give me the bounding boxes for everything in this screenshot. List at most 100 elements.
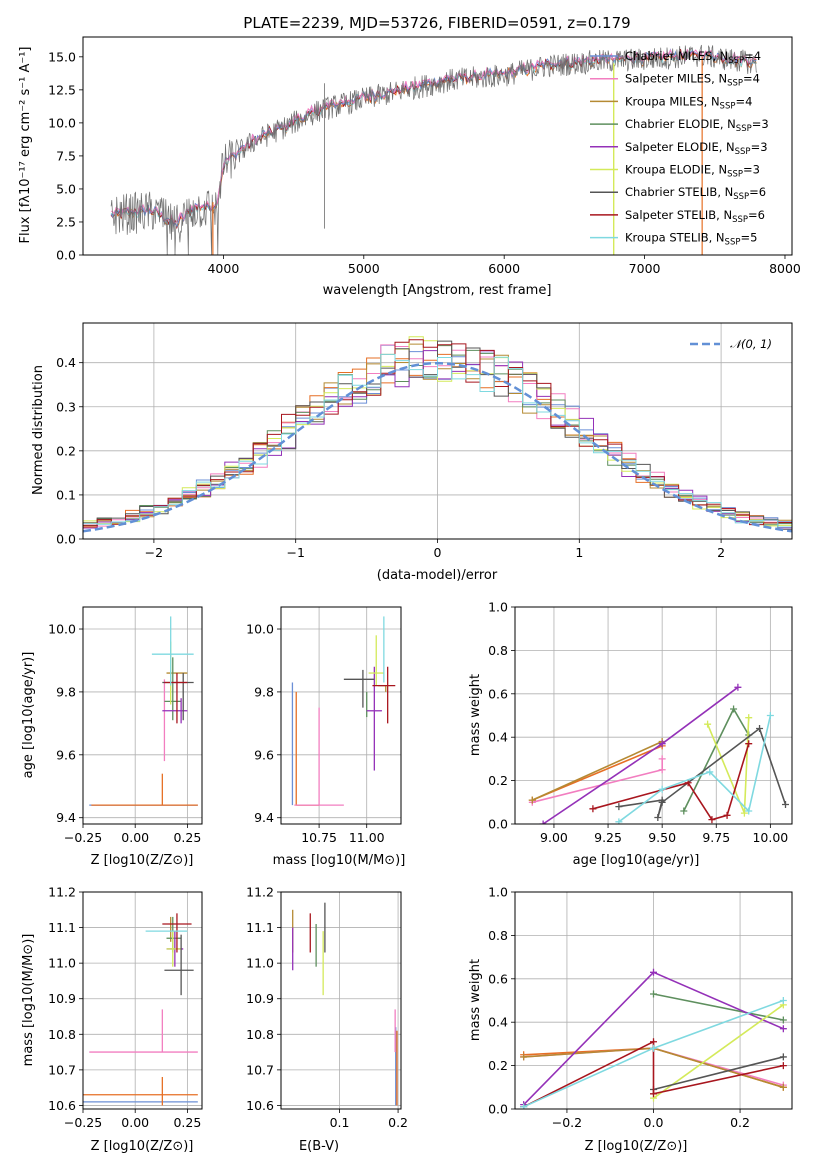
mass_vs_Z-errorbars — [83, 913, 198, 1106]
weight-point — [658, 755, 666, 763]
weight_vs_age-axes-frame — [514, 606, 793, 825]
weight-point — [704, 720, 712, 728]
y-tick-label: 0.6 — [488, 971, 508, 986]
y-tick-label: 9.4 — [254, 810, 274, 825]
x-tick-label: 0.00 — [121, 1115, 149, 1130]
grid-layer — [82, 323, 792, 1110]
legend-entry: 𝒩(0, 1) — [730, 337, 772, 351]
y-tick-label: 10.0 — [48, 622, 76, 637]
weight_vs_Z-axes-frame — [514, 891, 793, 1110]
weight_vs_Z-lines — [520, 968, 787, 1109]
weight-point — [615, 803, 623, 811]
y-tick-label: 1.0 — [488, 600, 508, 615]
weight-point — [658, 785, 666, 793]
y-tick-label: 0.0 — [488, 1102, 508, 1117]
x-tick-label: 1 — [575, 545, 583, 560]
legend-entry: Salpeter ELODIE, NSSP=3 — [625, 140, 768, 157]
y-tick-label: 10.7 — [48, 1062, 76, 1077]
y-tick-label: 0.2 — [488, 773, 508, 788]
y-tick-label: 10.0 — [246, 622, 274, 637]
y-tick-label: 0.0 — [56, 248, 76, 263]
legend-entry: Chabrier MILES, NSSP=4 — [625, 49, 761, 66]
weight-point — [779, 1016, 787, 1024]
residuals-ylabel: Normed distribution — [31, 365, 46, 495]
age-z-xlabel: Z [log10(Z/Z⊙)] — [91, 853, 194, 868]
weight-series — [653, 1004, 784, 1099]
weight-point — [680, 807, 688, 815]
legend-layer: Chabrier MILES, NSSP=4 Salpeter MILES, NS… — [590, 49, 772, 351]
weight-point — [520, 1053, 528, 1061]
x-tick-label: 7000 — [629, 261, 661, 276]
weight-point — [615, 818, 623, 824]
age-z-ylabel: age [log10(age/yr)] — [21, 652, 36, 779]
age_vs_Z-errorbars — [89, 616, 198, 806]
weight-point — [520, 1103, 528, 1109]
spectrum-xlabel: wavelength [Angstrom, rest frame] — [323, 283, 552, 298]
weight-age-xlabel: age [log10(age/yr)] — [573, 853, 700, 868]
residual-histograms — [83, 336, 792, 533]
weight-point — [528, 796, 536, 804]
y-tick-label: 0.8 — [488, 928, 508, 943]
x-tick-label: 0.25 — [173, 830, 201, 845]
weight-point — [650, 1090, 657, 1098]
y-tick-label: 0.6 — [488, 686, 508, 701]
residuals-axes-frame — [82, 322, 793, 540]
y-tick-label: 0.0 — [488, 817, 508, 832]
weight-series — [653, 1056, 784, 1091]
weight-point — [658, 740, 666, 748]
y-tick-label: 11.0 — [48, 956, 76, 971]
mass_vs_EBV-errorbars — [292, 902, 398, 1106]
axes-frames: 4000 5000 6000 7000 80000.02.55.07.510.012.5… — [48, 36, 801, 1130]
x-tick-label: 4000 — [207, 261, 239, 276]
spectrum-ylabel: Flux [fλ10⁻¹⁷ erg cm⁻² s⁻¹ A⁻¹] — [18, 47, 33, 244]
y-tick-label: 10.9 — [246, 991, 274, 1006]
y-tick-label: 10.6 — [246, 1098, 274, 1113]
y-tick-label: 9.6 — [254, 747, 274, 762]
age-mass-xlabel: mass [log10(M/M⊙)] — [273, 853, 406, 868]
x-tick-label: 11.00 — [349, 830, 385, 845]
weight-z-xlabel: Z [log10(Z/Z⊙)] — [585, 1139, 688, 1154]
residual-histogram — [83, 353, 792, 530]
weight-point — [745, 714, 753, 722]
age_vs_Z-axes-frame — [82, 606, 203, 825]
legend-entry: Kroupa ELODIE, NSSP=3 — [625, 163, 760, 180]
x-tick-label: 10.75 — [301, 830, 337, 845]
x-tick-label: 5000 — [348, 261, 380, 276]
weight-age-ylabel: mass weight — [468, 674, 483, 756]
y-tick-label: 11.2 — [48, 885, 76, 900]
y-tick-label: 0.2 — [488, 1058, 508, 1073]
weight-point — [650, 1044, 657, 1052]
weight-point — [745, 740, 753, 748]
weight-z-ylabel: mass weight — [468, 959, 483, 1041]
residuals-xlabel: (data-model)/error — [377, 568, 498, 583]
x-tick-label: 9.25 — [594, 830, 622, 845]
y-tick-label: 11.0 — [246, 956, 274, 971]
mass-z-ylabel: mass [log10(M/M⊙)] — [21, 934, 36, 1067]
mass-z-xlabel: Z [log10(Z/Z⊙)] — [91, 1139, 194, 1154]
y-tick-label: 7.5 — [56, 148, 76, 163]
weight-point — [734, 683, 742, 691]
legend-entry: Kroupa STELIB, NSSP=5 — [625, 231, 757, 248]
weight-point — [723, 811, 731, 819]
weight-point — [650, 990, 657, 998]
y-tick-label: 10.8 — [246, 1027, 274, 1042]
x-tick-label: 0.00 — [121, 830, 149, 845]
y-tick-label: 0.1 — [56, 487, 76, 502]
weight-point — [779, 1062, 787, 1070]
y-tick-label: 9.8 — [254, 684, 274, 699]
y-tick-label: 0.2 — [56, 443, 76, 458]
y-tick-label: 10.0 — [48, 115, 76, 130]
y-tick-label: 0.3 — [56, 399, 76, 414]
weight-point — [766, 712, 774, 719]
x-tick-label: 0.25 — [173, 1115, 201, 1130]
weight_vs_age-lines — [528, 683, 790, 824]
y-tick-label: 9.8 — [56, 684, 76, 699]
weight-point — [779, 1025, 787, 1033]
weight-point — [745, 807, 753, 815]
legend-entry: Kroupa MILES, NSSP=4 — [625, 94, 752, 111]
x-tick-label: 8000 — [769, 261, 801, 276]
x-tick-label: 0.1 — [330, 1115, 350, 1130]
x-tick-label: −0.25 — [64, 1115, 102, 1130]
y-tick-label: 0.4 — [56, 355, 76, 370]
weight-point — [740, 809, 748, 817]
